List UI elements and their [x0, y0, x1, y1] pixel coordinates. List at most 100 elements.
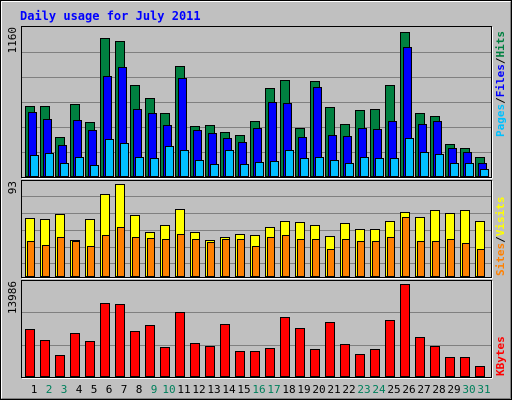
bar-pages-day-16 — [255, 162, 264, 177]
bar-pages-day-3 — [60, 163, 69, 177]
bar-sites-day-1 — [27, 241, 35, 277]
legend-sep-2: / — [494, 57, 507, 64]
bar-sites-day-15 — [237, 239, 245, 277]
bar-pages-day-19 — [300, 158, 309, 177]
x-label-day-23: 23 — [357, 383, 370, 396]
bar-kbytes-day-31 — [475, 366, 485, 377]
x-label-day-15: 15 — [237, 383, 250, 396]
bar-kbytes-day-20 — [310, 349, 320, 377]
bar-kbytes-day-12 — [190, 343, 200, 377]
bar-kbytes-day-10 — [160, 347, 170, 377]
bar-sites-day-16 — [252, 246, 260, 277]
bar-pages-day-13 — [210, 164, 219, 177]
bar-pages-day-17 — [270, 161, 279, 177]
bar-sites-day-18 — [282, 235, 290, 277]
bar-kbytes-day-7 — [115, 304, 125, 377]
bar-kbytes-day-17 — [265, 348, 275, 377]
x-label-day-14: 14 — [222, 383, 236, 396]
x-axis-day-labels: 1 2 3 4 5 6 7 8 9 10 11 12 13 14 15 16 17 18 19 20 21 22 23 24 2… — [31, 383, 491, 396]
bar-sites-day-6 — [102, 235, 110, 277]
bar-sites-day-17 — [267, 237, 275, 277]
x-label-day-10: 10 — [162, 383, 175, 396]
x-label-day-19: 19 — [297, 383, 310, 396]
bars-kbytes — [25, 284, 485, 377]
bar-pages-day-25 — [390, 158, 399, 177]
x-label-day-8: 8 — [136, 383, 143, 396]
bar-sites-day-21 — [327, 249, 335, 277]
bar-kbytes-day-1 — [25, 329, 35, 377]
x-label-day-13: 13 — [207, 383, 220, 396]
legend-kbytes-wrap: KBytes — [494, 336, 507, 376]
bar-sites-day-27 — [417, 241, 425, 277]
bar-pages-day-18 — [285, 150, 294, 177]
legend-pages: Pages — [494, 104, 507, 137]
bar-sites-day-23 — [357, 241, 365, 277]
bar-sites-day-2 — [42, 245, 50, 277]
bar-sites-day-28 — [432, 241, 440, 277]
bar-kbytes-day-13 — [205, 346, 215, 377]
bar-sites-day-31 — [477, 249, 485, 277]
bar-kbytes-day-9 — [145, 325, 155, 377]
bar-pages-day-28 — [435, 154, 444, 177]
bar-sites-day-25 — [387, 237, 395, 277]
legend-sep-3: / — [494, 236, 507, 243]
bar-sites-day-12 — [192, 239, 200, 277]
x-label-day-20: 20 — [312, 383, 325, 396]
bar-kbytes-day-4 — [70, 333, 80, 377]
bar-kbytes-day-26 — [400, 284, 410, 377]
bar-kbytes-day-25 — [385, 320, 395, 377]
bar-sites-day-22 — [342, 239, 350, 277]
x-label-day-7: 7 — [121, 383, 128, 396]
bar-pages-day-30 — [465, 163, 474, 177]
bar-pages-day-6 — [105, 139, 114, 177]
bar-kbytes-day-29 — [445, 357, 455, 377]
bar-kbytes-day-22 — [340, 344, 350, 377]
bar-kbytes-day-21 — [325, 322, 335, 377]
legend-sites-visits: Sites/Visits — [494, 197, 507, 277]
bar-kbytes-day-24 — [370, 349, 380, 377]
bar-sites-day-20 — [312, 239, 320, 277]
legend-kbytes: KBytes — [494, 336, 507, 376]
bar-pages-day-27 — [420, 152, 429, 177]
x-label-day-30: 30 — [462, 383, 475, 396]
bar-sites-day-5 — [87, 246, 95, 277]
bar-pages-day-20 — [315, 157, 324, 177]
bar-kbytes-day-30 — [460, 357, 470, 377]
bar-pages-day-12 — [195, 160, 204, 177]
bar-pages-day-26 — [405, 138, 414, 177]
bar-sites-day-3 — [57, 237, 65, 277]
bars-visits-sites — [25, 184, 485, 277]
bar-pages-day-24 — [375, 158, 384, 177]
x-label-day-1: 1 — [31, 383, 38, 396]
bar-sites-day-19 — [297, 239, 305, 277]
y-max-label-visits: 93 — [6, 181, 19, 194]
bar-pages-day-10 — [165, 146, 174, 177]
bar-pages-day-23 — [360, 157, 369, 177]
bar-kbytes-day-14 — [220, 324, 230, 377]
bar-pages-day-2 — [45, 153, 54, 177]
bar-sites-day-29 — [447, 239, 455, 277]
x-label-day-2: 2 — [46, 383, 53, 396]
bar-sites-day-9 — [147, 238, 155, 277]
bar-pages-day-5 — [90, 165, 99, 177]
x-label-day-5: 5 — [91, 383, 98, 396]
bar-sites-day-8 — [132, 237, 140, 277]
x-label-day-12: 12 — [192, 383, 205, 396]
bar-kbytes-day-8 — [130, 331, 140, 377]
bar-pages-day-29 — [450, 163, 459, 177]
bar-kbytes-day-27 — [415, 337, 425, 377]
bar-kbytes-day-5 — [85, 341, 95, 377]
bar-kbytes-day-19 — [295, 328, 305, 377]
bar-kbytes-day-3 — [55, 355, 65, 377]
bar-kbytes-day-16 — [250, 351, 260, 377]
bar-sites-day-14 — [222, 239, 230, 277]
bar-kbytes-day-6 — [100, 303, 110, 377]
bar-pages-day-7 — [120, 143, 129, 177]
x-label-day-4: 4 — [76, 383, 83, 396]
chart-title: Daily usage for July 2011 — [20, 9, 201, 23]
x-label-day-22: 22 — [342, 383, 355, 396]
bar-sites-day-4 — [72, 241, 80, 277]
x-label-day-11: 11 — [177, 383, 190, 396]
x-label-day-27: 27 — [417, 383, 430, 396]
